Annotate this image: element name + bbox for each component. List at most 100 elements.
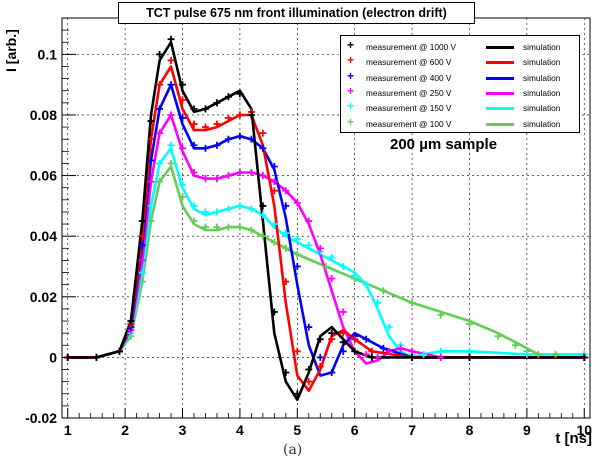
measurement-point xyxy=(270,178,278,186)
series-layer xyxy=(64,35,588,402)
measurement-point xyxy=(282,229,290,237)
measurement-point xyxy=(213,99,221,107)
measurement-point xyxy=(201,123,209,131)
measurement-point xyxy=(190,169,198,177)
measurement-point xyxy=(305,378,313,386)
y-tick-label: 0 xyxy=(49,349,57,365)
x-tick-label: 2 xyxy=(121,422,129,438)
measurement-point xyxy=(465,320,473,328)
measurement-point xyxy=(247,111,255,119)
x-tick-label: 6 xyxy=(351,422,359,438)
measurement-point xyxy=(190,217,198,225)
measurement-point xyxy=(190,141,198,149)
legend-measurement-label: measurement @ 600 V xyxy=(366,57,452,68)
measurement-point xyxy=(580,353,588,361)
measurement-point xyxy=(328,369,336,377)
measurement-point xyxy=(339,308,347,316)
measurement-point xyxy=(339,329,347,337)
measurement-point xyxy=(322,262,330,270)
x-tick-label: 8 xyxy=(466,422,474,438)
measurement-point xyxy=(156,81,164,89)
legend-simulation-label: simulation xyxy=(523,42,561,52)
measurement-point xyxy=(167,81,175,89)
measurement-point xyxy=(385,347,393,355)
measurement-point xyxy=(328,335,336,343)
measurement-point xyxy=(328,253,336,261)
measurement-point xyxy=(167,111,175,119)
y-tick-label: 0.1 xyxy=(38,46,58,62)
y-tick-label: 0.02 xyxy=(30,289,57,305)
measurement-point xyxy=(64,353,72,361)
measurement-point xyxy=(147,156,155,164)
measurement-point xyxy=(247,135,255,143)
measurement-point xyxy=(156,105,164,113)
measurement-point xyxy=(224,135,232,143)
measurement-point xyxy=(201,144,209,152)
chart-title: TCT pulse 675 nm front illumination (ele… xyxy=(118,2,475,24)
measurement-point xyxy=(362,350,370,358)
measurement-point xyxy=(224,172,232,180)
measurement-point xyxy=(259,202,267,210)
measurement-point xyxy=(190,202,198,210)
measurement-point xyxy=(259,211,267,219)
measurement-point xyxy=(316,362,324,370)
legend-marker: + xyxy=(347,99,355,114)
legend-measurement-label: measurement @ 1000 V xyxy=(366,42,457,52)
measurement-point xyxy=(156,129,164,137)
measurement-point xyxy=(368,347,376,355)
measurement-point xyxy=(115,347,123,355)
measurement-point xyxy=(316,335,324,343)
legend-line-swatch xyxy=(486,122,514,126)
measurement-point xyxy=(92,353,100,361)
measurement-point xyxy=(408,347,416,355)
measurement-point xyxy=(138,217,146,225)
measurement-point xyxy=(179,181,187,189)
measurement-point xyxy=(224,205,232,213)
measurement-point xyxy=(552,350,560,358)
measurement-point xyxy=(379,287,387,295)
y-tick-label: 0.04 xyxy=(30,228,57,244)
legend-entry: + measurement @ 250 V simulation xyxy=(341,83,579,101)
legend-line-swatch xyxy=(486,91,514,95)
measurement-point xyxy=(259,232,267,240)
measurement-point xyxy=(236,90,244,98)
simulation-line xyxy=(67,40,585,402)
measurement-point xyxy=(305,241,313,249)
measurement-point xyxy=(437,353,445,361)
measurement-point xyxy=(293,262,301,270)
measurement-point xyxy=(339,347,347,355)
legend-marker: + xyxy=(347,83,355,98)
legend-measurement-label: measurement @ 250 V xyxy=(366,87,452,98)
measurement-point xyxy=(167,35,175,43)
measurement-point xyxy=(282,244,290,252)
x-tick-label: 4 xyxy=(236,422,244,438)
legend-marker: + xyxy=(347,114,355,129)
legend-line-swatch xyxy=(486,107,514,111)
measurement-point xyxy=(224,93,232,101)
measurement-point xyxy=(147,202,155,210)
measurement-point xyxy=(224,223,232,231)
measurement-point xyxy=(437,347,445,355)
legend-marker: + xyxy=(347,38,355,52)
measurement-point xyxy=(339,338,347,346)
measurement-point xyxy=(305,366,313,374)
x-tick-label: 1 xyxy=(64,422,72,438)
measurement-point xyxy=(282,202,290,210)
measurement-point xyxy=(270,238,278,246)
legend-line-swatch xyxy=(486,46,514,49)
measurement-point xyxy=(213,175,221,183)
measurement-point xyxy=(259,144,267,152)
measurement-point xyxy=(270,220,278,228)
measurement-point xyxy=(213,141,221,149)
measurement-point xyxy=(379,344,387,352)
measurement-point xyxy=(147,178,155,186)
measurement-point xyxy=(339,262,347,270)
legend-measurement-label: measurement @ 400 V xyxy=(366,72,452,83)
measurement-point xyxy=(179,81,187,89)
legend-line-swatch xyxy=(486,76,514,80)
measurement-point xyxy=(351,347,359,355)
measurement-point xyxy=(305,217,313,225)
measurement-point xyxy=(362,281,370,289)
measurement-point xyxy=(236,169,244,177)
measurement-point xyxy=(362,335,370,343)
